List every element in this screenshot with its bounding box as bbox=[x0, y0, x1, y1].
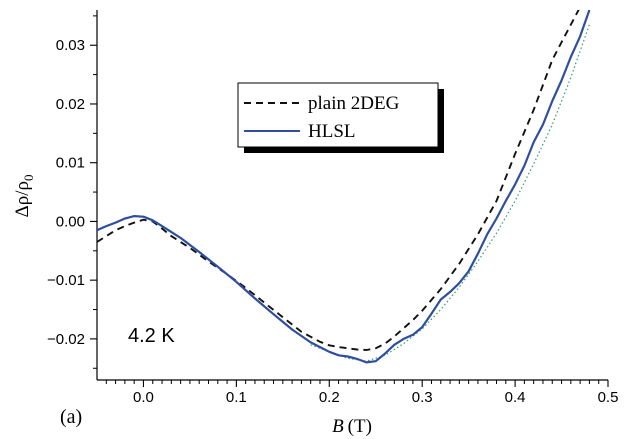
legend: plain 2DEG HLSL bbox=[237, 82, 444, 153]
x-tick-label: 0.1 bbox=[226, 389, 247, 406]
y-tick-label: 0.00 bbox=[56, 213, 85, 230]
legend-label-hlsl: HLSL bbox=[308, 121, 356, 142]
x-tick-label: 0.5 bbox=[598, 389, 619, 406]
y-axis-title-sub: 0 bbox=[21, 175, 36, 182]
x-tick-label: 0.3 bbox=[412, 389, 433, 406]
y-axis-title: Δρ/ρ0 bbox=[12, 175, 36, 218]
series-line-plain-2deg bbox=[97, 10, 580, 351]
y-tick-label: −0.01 bbox=[47, 272, 85, 289]
temperature-annotation: 4.2 K bbox=[128, 325, 175, 347]
x-axis-title-unit: (T) bbox=[348, 416, 372, 437]
y-tick-label: 0.03 bbox=[56, 37, 85, 54]
y-tick-label: −0.02 bbox=[47, 331, 85, 348]
y-tick-label: 0.02 bbox=[56, 96, 85, 113]
legend-label-plain-2deg: plain 2DEG bbox=[308, 93, 400, 114]
panel-label: (a) bbox=[60, 406, 82, 428]
series-line-hlsl bbox=[97, 10, 591, 364]
x-axis-title: B (T) bbox=[332, 416, 372, 437]
x-tick-label: 0.0 bbox=[133, 389, 154, 406]
y-tick-label: 0.01 bbox=[56, 155, 85, 172]
x-tick-label: 0.4 bbox=[505, 389, 526, 406]
legend-box bbox=[237, 82, 439, 148]
x-tick-label: 0.2 bbox=[319, 389, 340, 406]
x-axis-title-variable: B bbox=[332, 416, 344, 437]
y-axis-title-main: Δρ/ρ bbox=[12, 181, 33, 217]
